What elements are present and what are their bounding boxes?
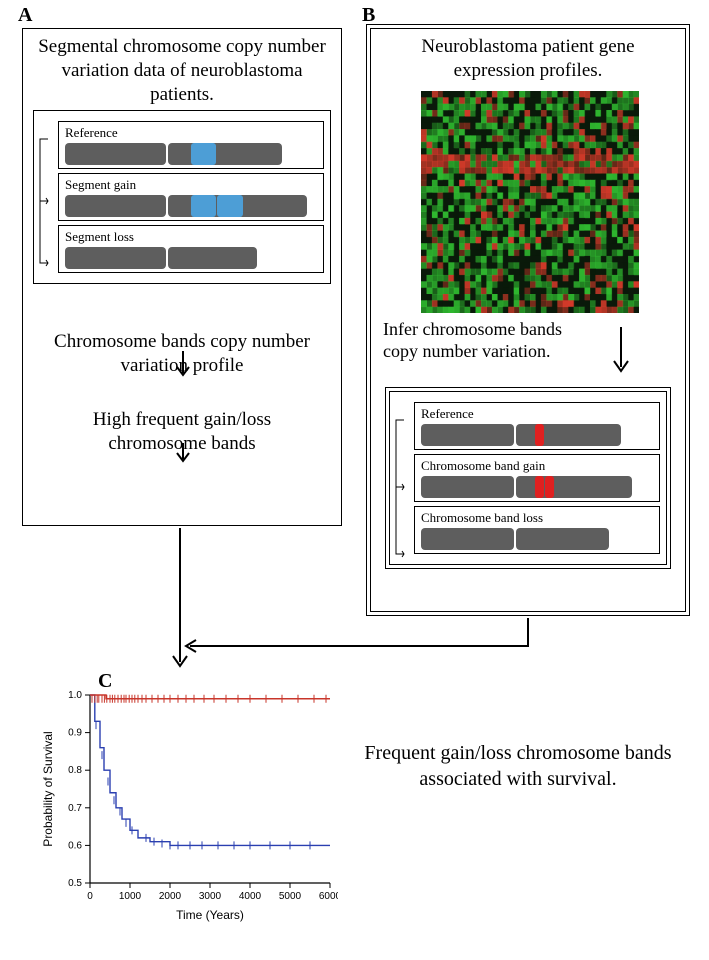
svg-text:0.9: 0.9 [68,728,82,739]
svg-text:3000: 3000 [199,891,222,902]
svg-text:0: 0 [87,891,93,902]
panel-b-label: B [362,4,375,27]
panel-b-ref-chromo [421,424,653,446]
panel-b-gain-label: Chromosome band gain [421,458,653,474]
expression-heatmap [421,91,639,313]
svg-text:0.5: 0.5 [68,878,82,889]
panel-a-label: A [18,4,32,27]
panel-b-reference-box: Reference [414,402,660,450]
svg-text:0.8: 0.8 [68,765,82,776]
figure-container: A Segmental chromosome copy number varia… [0,0,709,960]
svg-text:4000: 4000 [239,891,262,902]
panel-a-title: Segmental chromosome copy number variati… [23,29,341,110]
svg-text:Time (Years): Time (Years) [176,908,244,922]
red-segment [535,476,544,498]
arrow-icon [173,349,193,383]
panel-b-gain-box: Chromosome band gain [414,454,660,502]
panel-b-infer-text: Infer chromosome bands copy number varia… [383,319,593,362]
panel-a-reference-box: Reference [58,121,324,169]
panel-b-reference-label: Reference [421,406,653,422]
red-segment [545,476,554,498]
panel-a-gain-box: Segment gain [58,173,324,221]
svg-text:0.6: 0.6 [68,840,82,851]
blue-segment [191,195,216,217]
svg-text:5000: 5000 [279,891,302,902]
svg-text:0.7: 0.7 [68,803,82,814]
panel-a-gain-chromo [65,195,317,217]
panel-b-loss-label: Chromosome band loss [421,510,653,526]
arrow-icon [611,325,631,379]
panel-a-loss-label: Segment loss [65,229,317,245]
svg-text:1000: 1000 [119,891,142,902]
panel-a-gain-label: Segment gain [65,177,317,193]
panel-a-loss-box: Segment loss [58,225,324,273]
panel-a-connector [36,131,54,281]
panel-a-reference-label: Reference [65,125,317,141]
panel-c-text: Frequent gain/loss chromosome bands asso… [358,740,678,792]
svg-text:2000: 2000 [159,891,182,902]
panel-b-box: Neuroblastoma patient gene expression pr… [370,28,686,612]
red-segment [535,424,544,446]
panel-a-ref-chromo [65,143,317,165]
merge-arrows [0,528,709,688]
arrow-icon [173,441,193,469]
panel-b-gain-chromo [421,476,653,498]
svg-text:6000: 6000 [319,891,338,902]
kaplan-meier-plot: 0 1000 2000 3000 4000 5000 6000 0.5 0.6 0.7 0.8 0.9… [38,685,338,925]
panel-a-inner-group: Reference Segment gain Segment loss [33,110,331,284]
panel-a-loss-chromo [65,247,317,269]
svg-text:Probability of Survival: Probability of Survival [41,731,55,846]
blue-segment [217,195,242,217]
panel-a-box: Segmental chromosome copy number variati… [22,28,342,526]
svg-text:1.0: 1.0 [68,690,82,701]
panel-b-title: Neuroblastoma patient gene expression pr… [371,29,685,87]
blue-segment [191,143,216,165]
